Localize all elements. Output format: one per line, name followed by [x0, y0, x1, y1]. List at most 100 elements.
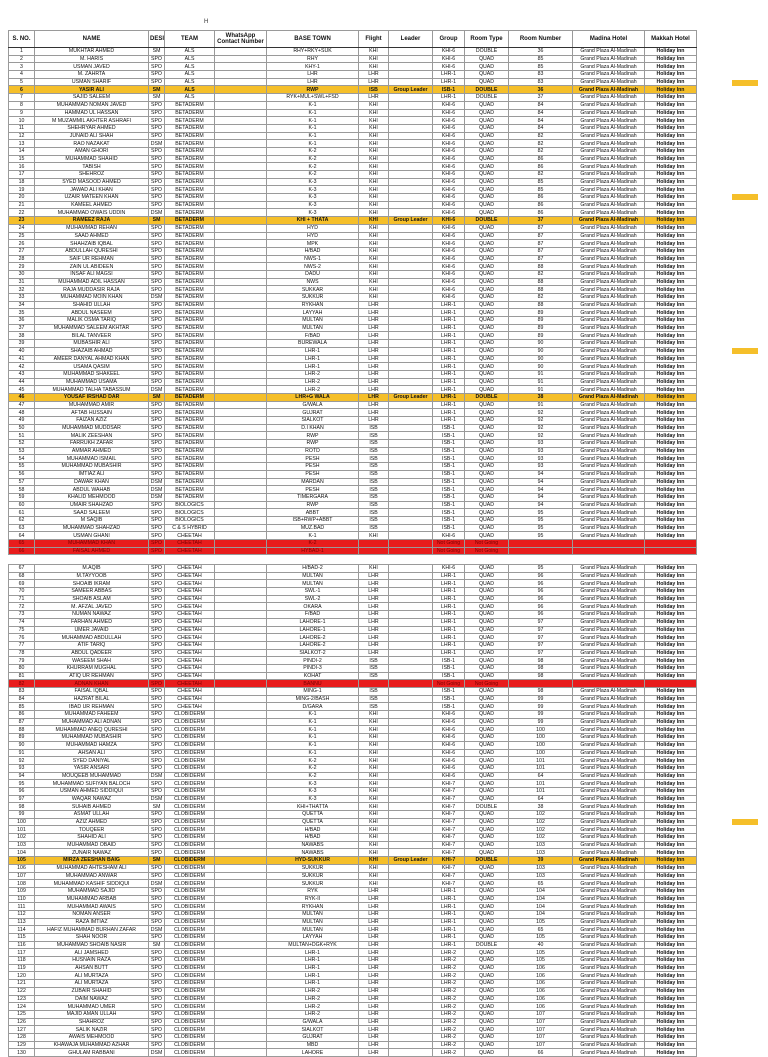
cell-desig: SPO: [148, 316, 165, 325]
cell-name: FAIZAN AZIZ: [34, 416, 149, 425]
cell-group: KHI-7: [432, 871, 465, 881]
cell-group: LHR-1: [432, 77, 465, 87]
cell-name: SAMEER ABBAS: [34, 587, 149, 596]
cell-madina-hotel: Grand Plaza Al-Madinah: [572, 316, 645, 325]
cell-whatsapp: [214, 392, 267, 402]
cell-team: BETADERM: [164, 354, 215, 364]
cell-group: LHR-1: [432, 909, 465, 919]
cell-leader: [388, 1040, 433, 1050]
cell-group: KHI-6: [432, 185, 465, 195]
table-row: 118 HUSNAIN RAZA SPO CLOBIDERM LHR-1 LHR LHR-2…: [8, 956, 697, 965]
cell-room-number: 87: [508, 246, 573, 256]
cell-whatsapp: [214, 594, 267, 604]
cell-madina-hotel: Grand Plaza Al-Madinah: [572, 963, 645, 973]
cell-madina-hotel: Grand Plaza Al-Madinah: [572, 123, 645, 133]
cell-flight: ISB: [358, 477, 389, 487]
cell-team: BETADERM: [164, 423, 215, 433]
cell-room-type: QUAD: [464, 1048, 509, 1057]
cell-group: LHR-2: [432, 1025, 465, 1034]
cell-whatsapp: [214, 810, 267, 819]
cell-name: TABISH: [34, 162, 149, 171]
cell-room-type: DOUBLE: [464, 47, 509, 56]
cell-name: AZIZ AHMED: [34, 817, 149, 827]
cell-flight: LHR: [358, 1017, 389, 1027]
cell-team: BETADERM: [164, 216, 215, 225]
cell-name: MUHAMMAD MUBASHIR: [34, 733, 149, 742]
cell-desig: SPO: [148, 687, 165, 696]
cell-team: BETADERM: [164, 377, 215, 387]
cell-name: BILAL TANVEER: [34, 331, 149, 341]
cell-sno: 58: [8, 485, 35, 494]
cell-sno: 86: [8, 710, 35, 719]
table-row: 50 MUHAMMAD MUDDSAR SPO BETADERM D.I KHAN ISB…: [8, 423, 697, 433]
cell-room-type: QUAD: [464, 917, 509, 927]
cell-desig: SPO: [148, 400, 165, 410]
cell-team: BETADERM: [164, 385, 215, 394]
cell-madina-hotel: Grand Plaza Al-Madinah: [572, 116, 645, 125]
cell-name: ABDULLAH QURESHI: [34, 246, 149, 256]
cell-flight: KHI: [358, 108, 389, 118]
cell-room-number: 106: [508, 1002, 573, 1011]
cell-desig: DSM: [148, 485, 165, 494]
cell-leader: [388, 886, 433, 896]
cell-room-type: QUAD: [464, 833, 509, 842]
cell-room-number: 102: [508, 825, 573, 835]
cell-leader: [388, 825, 433, 835]
cell-name: ALI MURTAZA: [34, 971, 149, 981]
cell-flight: KHI: [358, 139, 389, 148]
table-row: 100 AZIZ AHMED SPO CLOBIDERM QUETTA KHI KHI-7 Q…: [8, 817, 697, 827]
cell-makkah-hotel: Holiday Inn: [644, 354, 697, 364]
cell-makkah-hotel: Holiday Inn: [644, 377, 697, 387]
cell-room-type: QUAD: [464, 1025, 509, 1034]
cell-desig: SPO: [148, 840, 165, 850]
cell-base-town: NAWABS: [266, 840, 359, 850]
cell-leader: [388, 648, 433, 658]
cell-whatsapp: [214, 416, 267, 425]
cell-room-number: 98: [508, 656, 573, 665]
cell-name: IBAD UR REHMAN: [34, 702, 149, 712]
cell-flight: LHR: [358, 1048, 389, 1057]
cell-base-town: LHR-2: [266, 1002, 359, 1011]
cell-whatsapp: [214, 354, 267, 364]
cell-leader: [388, 740, 433, 750]
cell-makkah-hotel: Holiday Inn: [644, 617, 697, 627]
cell-flight: ISB: [358, 687, 389, 696]
table-row: 62 M SAQIB SPO BIOLOGICS ISB+RWP+ABBT ISB ISB-…: [8, 515, 697, 525]
cell-room-number: 94: [508, 469, 573, 479]
cell-leader: [388, 840, 433, 850]
cell-flight: ISB: [358, 500, 389, 510]
cell-desig: SPO: [148, 246, 165, 256]
cell-team: CLOBIDERM: [164, 733, 215, 742]
cell-group: LHR-2: [432, 1009, 465, 1019]
cell-room-type: Not Going: [464, 539, 509, 548]
cell-madina-hotel: Grand Plaza Al-Madinah: [572, 756, 645, 765]
cell-room-type: QUAD: [464, 879, 509, 888]
cell-makkah-hotel: Holiday Inn: [644, 439, 697, 448]
cell-room-type: QUAD: [464, 469, 509, 479]
cell-makkah-hotel: Holiday Inn: [644, 648, 697, 658]
cell-desig: SPO: [148, 833, 165, 842]
cell-whatsapp: [214, 170, 267, 179]
cell-base-town: LHR-1: [266, 354, 359, 364]
cell-team: CLOBIDERM: [164, 786, 215, 796]
cell-name: UMER JAVAID: [34, 625, 149, 635]
cell-sno: 85: [8, 702, 35, 712]
cell-desig: SPO: [148, 239, 165, 248]
cell-team: CLOBIDERM: [164, 833, 215, 842]
cell-sno: 32: [8, 285, 35, 294]
cell-group: LHR-1: [432, 633, 465, 642]
cell-sno: 43: [8, 369, 35, 379]
cell-room-type: QUAD: [464, 108, 509, 118]
cell-base-town: ROTD: [266, 446, 359, 456]
cell-name: M.TAYYOOB: [34, 571, 149, 581]
cell-room-type: QUAD: [464, 439, 509, 448]
cell-team: CHEETAH: [164, 687, 215, 696]
cell-whatsapp: [214, 162, 267, 171]
cell-room-type: QUAD: [464, 362, 509, 371]
cell-flight: LHR: [358, 948, 389, 958]
cell-desig: SPO: [148, 154, 165, 164]
cell-name: KHAWAJA MUHAMMAD AZHAR: [34, 1040, 149, 1050]
cell-madina-hotel: Grand Plaza Al-Madinah: [572, 323, 645, 333]
cell-madina-hotel: Grand Plaza Al-Madinah: [572, 477, 645, 487]
cell-room-number: 91: [508, 385, 573, 394]
